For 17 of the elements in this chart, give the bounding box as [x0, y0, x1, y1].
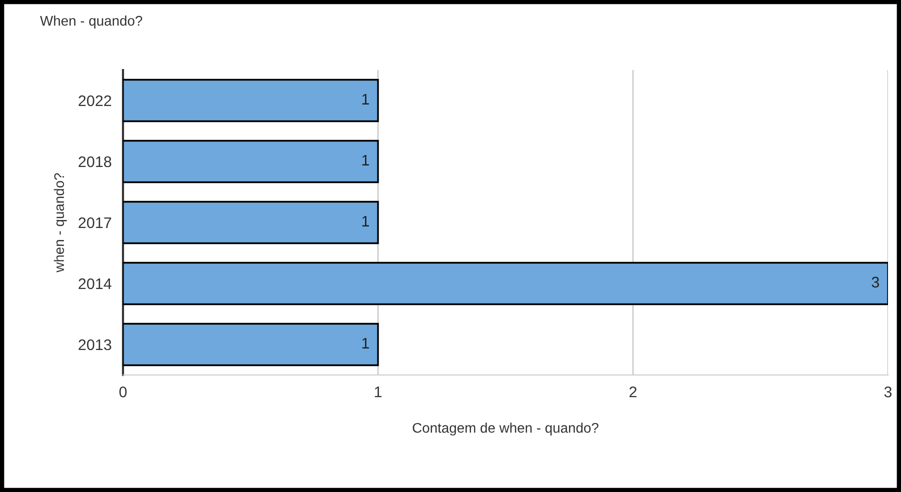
data-label: 1 [362, 338, 369, 348]
data-label: 3 [872, 276, 879, 288]
x-tick-label: 2 [630, 386, 636, 398]
x-tick-label: 3 [884, 386, 892, 398]
chart-title: When - quando? [40, 16, 142, 28]
y-axis-title: when - quando? [54, 173, 67, 272]
y-tick-label: 2018 [78, 156, 112, 168]
x-tick-label: 0 [119, 386, 127, 398]
x-tick-label: 1 [374, 386, 382, 398]
data-label: 1 [362, 216, 369, 226]
y-tick-label: 2017 [78, 217, 112, 228]
y-tick-label: 2014 [78, 278, 112, 290]
y-tick-label: 2013 [78, 339, 112, 350]
data-label: 1 [362, 94, 369, 104]
y-tick-label: 2022 [78, 95, 112, 106]
data-label: 1 [362, 154, 369, 166]
x-axis-title: Contagem de when - quando? [412, 422, 598, 436]
